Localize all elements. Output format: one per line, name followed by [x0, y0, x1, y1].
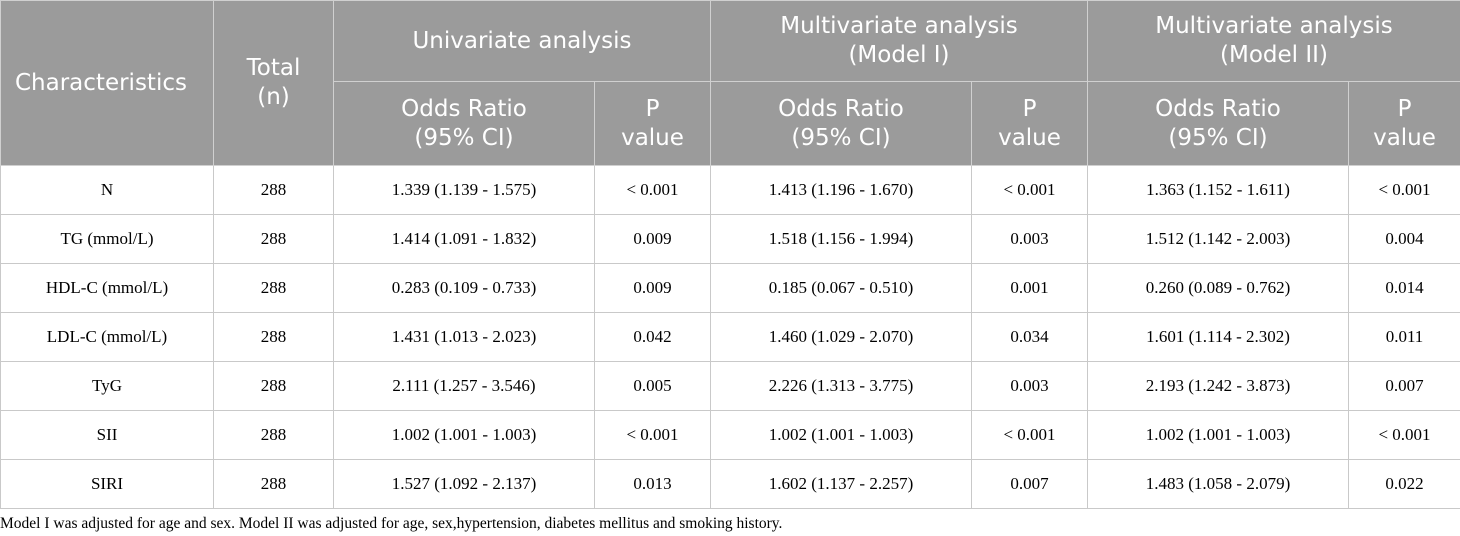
row-characteristic: TyG: [0, 361, 214, 411]
row-uni-odds-ratio: 1.414 (1.091 - 1.832): [333, 214, 595, 264]
row-uni-p-value: 0.013: [594, 459, 711, 509]
header-p-line2: value: [1373, 124, 1436, 151]
row-total: 288: [213, 263, 334, 313]
row-uni-p-value: < 0.001: [594, 410, 711, 460]
row-uni-p-value: 0.042: [594, 312, 711, 362]
row-total: 288: [213, 214, 334, 264]
row-characteristic: HDL-C (mmol/L): [0, 263, 214, 313]
row-characteristic: LDL-C (mmol/L): [0, 312, 214, 362]
table-row: SII 288 1.002 (1.001 - 1.003) < 0.001 1.…: [0, 410, 1460, 460]
row-m1-odds-ratio: 0.185 (0.067 - 0.510): [710, 263, 972, 313]
row-m2-p-value: 0.014: [1348, 263, 1460, 313]
header-model1-line1: Multivariate analysis: [780, 13, 1018, 39]
row-uni-odds-ratio: 1.339 (1.139 - 1.575): [333, 165, 595, 215]
header-or-line2: (95% CI): [1168, 124, 1268, 151]
row-m2-odds-ratio: 1.002 (1.001 - 1.003): [1087, 410, 1349, 460]
row-uni-odds-ratio: 1.527 (1.092 - 2.137): [333, 459, 595, 509]
header-p-line1: P: [1022, 95, 1037, 122]
row-m1-p-value: 0.003: [971, 214, 1088, 264]
table-row: TG (mmol/L) 288 1.414 (1.091 - 1.832) 0.…: [0, 214, 1460, 264]
row-m1-odds-ratio: 1.460 (1.029 - 2.070): [710, 312, 972, 362]
row-uni-odds-ratio: 0.283 (0.109 - 0.733): [333, 263, 595, 313]
header-total: Total (n): [213, 0, 334, 166]
row-uni-p-value: < 0.001: [594, 165, 711, 215]
row-m1-p-value: < 0.001: [971, 165, 1088, 215]
header-model2: Multivariate analysis (Model II): [1087, 0, 1460, 82]
row-total: 288: [213, 165, 334, 215]
row-characteristic: SII: [0, 410, 214, 460]
header-total-line2: (n): [257, 84, 290, 110]
table-row: N 288 1.339 (1.139 - 1.575) < 0.001 1.41…: [0, 165, 1460, 215]
row-m2-p-value: < 0.001: [1348, 410, 1460, 460]
row-m1-p-value: 0.003: [971, 361, 1088, 411]
header-model2-line2: (Model II): [1220, 42, 1328, 68]
row-uni-p-value: 0.005: [594, 361, 711, 411]
header-p-line1: P: [645, 95, 660, 122]
row-m1-odds-ratio: 2.226 (1.313 - 3.775): [710, 361, 972, 411]
row-m2-odds-ratio: 1.601 (1.114 - 2.302): [1087, 312, 1349, 362]
row-characteristic: TG (mmol/L): [0, 214, 214, 264]
row-m2-odds-ratio: 1.512 (1.142 - 2.003): [1087, 214, 1349, 264]
table-body: N 288 1.339 (1.139 - 1.575) < 0.001 1.41…: [0, 165, 1460, 509]
table-footnote: Model I was adjusted for age and sex. Mo…: [0, 515, 783, 532]
row-total: 288: [213, 312, 334, 362]
row-m2-p-value: 0.004: [1348, 214, 1460, 264]
header-or-line1: Odds Ratio: [401, 95, 527, 122]
row-m1-odds-ratio: 1.518 (1.156 - 1.994): [710, 214, 972, 264]
row-m2-odds-ratio: 2.193 (1.242 - 3.873): [1087, 361, 1349, 411]
row-total: 288: [213, 361, 334, 411]
header-model2-line1: Multivariate analysis: [1155, 13, 1393, 39]
row-m1-p-value: 0.034: [971, 312, 1088, 362]
row-m2-p-value: 0.011: [1348, 312, 1460, 362]
row-uni-odds-ratio: 1.002 (1.001 - 1.003): [333, 410, 595, 460]
row-m2-p-value: 0.007: [1348, 361, 1460, 411]
header-uni-odds-ratio: Odds Ratio (95% CI): [333, 81, 595, 166]
table-row: HDL-C (mmol/L) 288 0.283 (0.109 - 0.733)…: [0, 263, 1460, 313]
row-m1-odds-ratio: 1.002 (1.001 - 1.003): [710, 410, 972, 460]
row-total: 288: [213, 410, 334, 460]
row-m1-odds-ratio: 1.602 (1.137 - 2.257): [710, 459, 972, 509]
row-m1-odds-ratio: 1.413 (1.196 - 1.670): [710, 165, 972, 215]
header-p-line2: value: [998, 124, 1061, 151]
header-univariate: Univariate analysis: [333, 0, 711, 82]
header-p-line2: value: [621, 124, 684, 151]
row-m2-odds-ratio: 0.260 (0.089 - 0.762): [1087, 263, 1349, 313]
header-row-groups: Characteristics Total (n) Univariate anal…: [0, 0, 1460, 166]
header-or-line1: Odds Ratio: [778, 95, 904, 122]
header-m1-odds-ratio: Odds Ratio (95% CI): [710, 81, 972, 166]
row-uni-odds-ratio: 1.431 (1.013 - 2.023): [333, 312, 595, 362]
regression-results-table: Characteristics Total (n) Univariate anal…: [0, 0, 1460, 509]
header-model1-line2: (Model I): [848, 42, 950, 68]
row-total: 288: [213, 459, 334, 509]
row-uni-p-value: 0.009: [594, 263, 711, 313]
row-characteristic: SIRI: [0, 459, 214, 509]
table-header: Characteristics Total (n) Univariate anal…: [0, 0, 1460, 166]
row-m2-odds-ratio: 1.483 (1.058 - 2.079): [1087, 459, 1349, 509]
table-row: TyG 288 2.111 (1.257 - 3.546) 0.005 2.22…: [0, 361, 1460, 411]
header-or-line2: (95% CI): [414, 124, 514, 151]
table-row: LDL-C (mmol/L) 288 1.431 (1.013 - 2.023)…: [0, 312, 1460, 362]
row-m1-p-value: 0.001: [971, 263, 1088, 313]
header-model1: Multivariate analysis (Model I): [710, 0, 1088, 82]
header-or-line1: Odds Ratio: [1155, 95, 1281, 122]
header-or-line2: (95% CI): [791, 124, 891, 151]
row-m2-p-value: 0.022: [1348, 459, 1460, 509]
row-m2-odds-ratio: 1.363 (1.152 - 1.611): [1087, 165, 1349, 215]
header-p-line1: P: [1397, 95, 1412, 122]
row-characteristic: N: [0, 165, 214, 215]
header-m2-odds-ratio: Odds Ratio (95% CI): [1087, 81, 1349, 166]
row-m1-p-value: 0.007: [971, 459, 1088, 509]
table-row: SIRI 288 1.527 (1.092 - 2.137) 0.013 1.6…: [0, 459, 1460, 509]
header-characteristics: Characteristics: [0, 0, 214, 166]
row-m2-p-value: < 0.001: [1348, 165, 1460, 215]
row-uni-p-value: 0.009: [594, 214, 711, 264]
row-m1-p-value: < 0.001: [971, 410, 1088, 460]
row-uni-odds-ratio: 2.111 (1.257 - 3.546): [333, 361, 595, 411]
header-total-line1: Total: [246, 55, 301, 81]
